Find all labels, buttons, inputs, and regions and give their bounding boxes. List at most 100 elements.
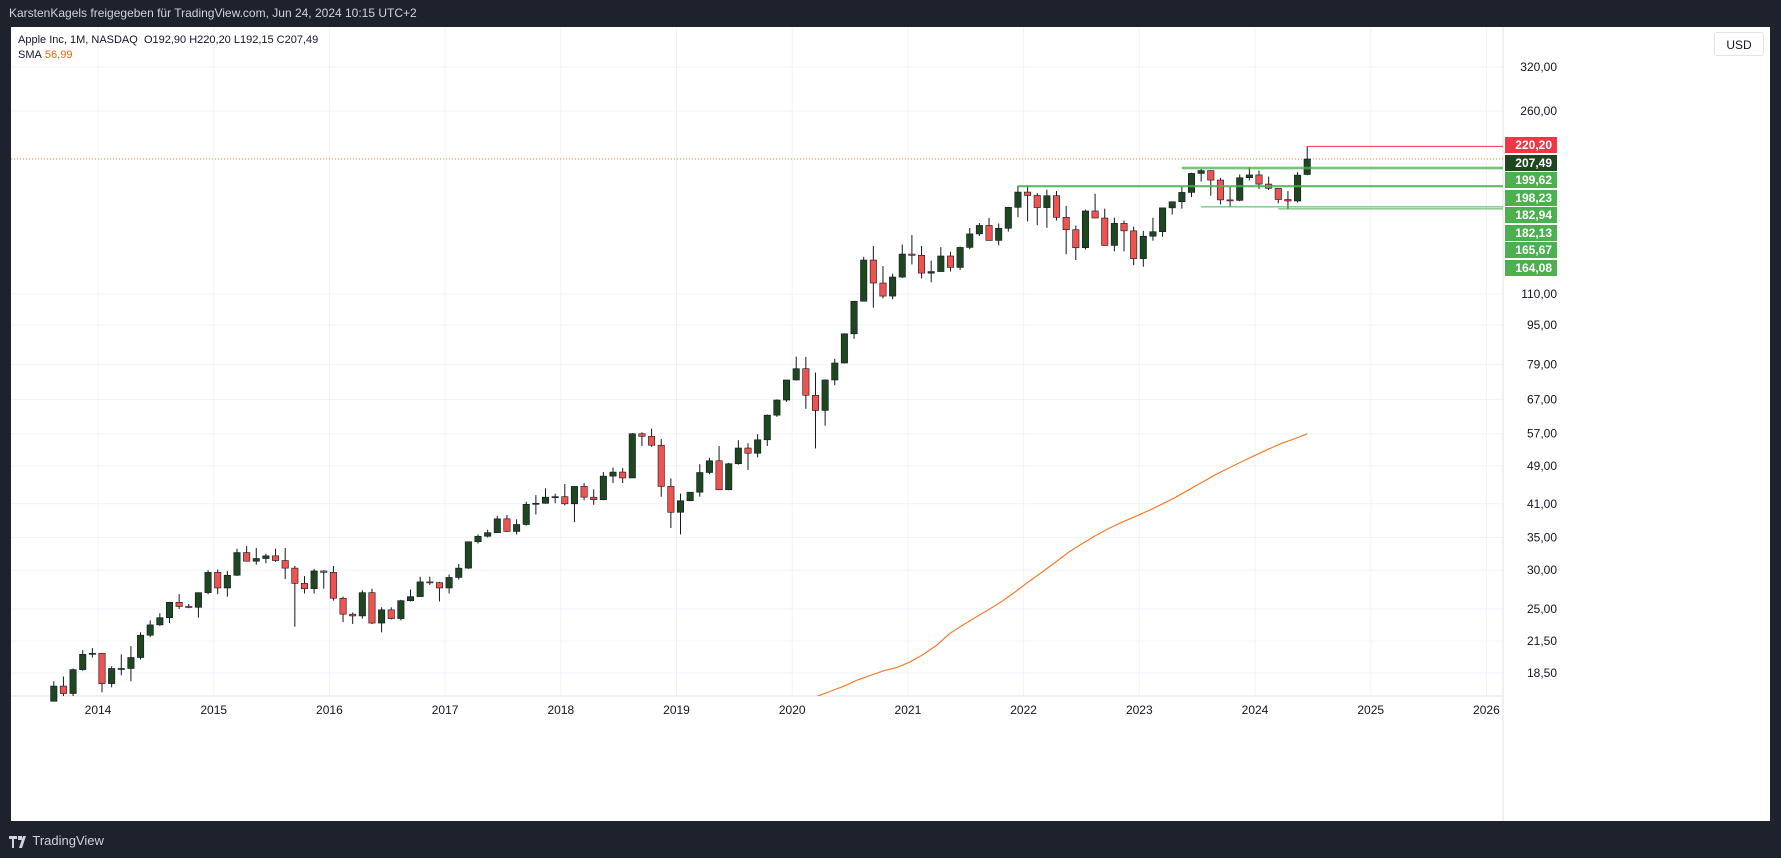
candle: [79, 650, 87, 671]
price-label-text: 164,08: [1515, 261, 1552, 275]
price-label-box: [1505, 155, 1557, 171]
candle: [975, 223, 983, 236]
candle-body-up: [474, 535, 482, 543]
candle: [1043, 189, 1051, 228]
candle: [821, 379, 829, 426]
price-tick-label: 67,00: [1527, 392, 1557, 406]
candle: [1004, 206, 1012, 232]
candle: [455, 563, 463, 580]
candle-body-up: [310, 570, 318, 590]
candle: [137, 632, 145, 660]
candle: [407, 589, 415, 602]
candle-body-up: [609, 471, 617, 477]
candle: [532, 495, 540, 515]
candle-body-up: [108, 668, 116, 684]
candle: [1274, 187, 1282, 204]
candle-body-down: [300, 583, 308, 590]
candle: [995, 223, 1003, 246]
time-tick-label: 2017: [432, 703, 459, 717]
candle-body-down: [1033, 195, 1041, 208]
candle-body-up: [397, 600, 405, 619]
candle: [194, 592, 202, 618]
price-labels: 220,20 207,49 199,62 198,23 182,94 182,13 165,…: [1505, 137, 1557, 276]
currency-button[interactable]: USD: [1714, 32, 1764, 56]
candle: [1303, 146, 1311, 176]
candle-body-up: [1043, 195, 1051, 208]
footer: TradingView: [0, 821, 1781, 858]
candle-body-up: [1178, 192, 1186, 203]
time-tick-label: 2015: [200, 703, 227, 717]
candle: [889, 273, 897, 300]
candle-body-down: [946, 255, 954, 268]
candle: [175, 594, 183, 609]
candle: [88, 648, 96, 658]
candle: [397, 599, 405, 621]
candle-body-down: [1101, 217, 1109, 246]
candle: [426, 576, 434, 585]
candle-body-up: [1294, 174, 1302, 202]
candle: [272, 548, 280, 562]
candle-body-up: [262, 555, 270, 559]
candle: [1168, 201, 1176, 215]
candle: [860, 256, 868, 302]
price-tick-label: 41,00: [1527, 497, 1557, 511]
price-label-box: [1505, 137, 1557, 153]
candle: [667, 478, 675, 528]
candle-body-up: [889, 276, 897, 297]
legend: Apple Inc, 1M, NASDAQ O192,90 H220,20 L1…: [18, 33, 318, 63]
time-tick-label: 2018: [547, 703, 574, 717]
time-tick-label: 2014: [85, 703, 112, 717]
candle-body-down: [1072, 229, 1080, 249]
candle: [117, 654, 125, 676]
candle-body-down: [657, 444, 665, 487]
candle-body-down: [1207, 170, 1215, 181]
sma-line: [816, 433, 1308, 696]
candle: [1236, 174, 1244, 202]
price-label-box: [1505, 172, 1557, 188]
candle-body-down: [1226, 199, 1234, 202]
price-tick-label: 18,50: [1527, 666, 1557, 680]
price-tick-label: 49,00: [1527, 459, 1557, 473]
candle-body-down: [59, 685, 67, 694]
candle-body-up: [1014, 191, 1022, 208]
price-label-box: [1505, 225, 1557, 241]
candle-body-up: [252, 558, 260, 562]
chart-pane[interactable]: 320,00 260,00 110,00 95,00 79,00 67,00 57,00 49…: [11, 27, 1770, 821]
candle-body-up: [937, 255, 945, 272]
candle: [1245, 167, 1253, 181]
price-tick-label: 35,00: [1527, 530, 1557, 544]
candle: [252, 548, 260, 565]
candle: [349, 612, 357, 624]
candle-body-down: [744, 447, 752, 454]
candle-body-up: [1004, 207, 1012, 229]
candle: [474, 534, 482, 544]
candle: [1120, 220, 1128, 252]
candle-body-down: [272, 555, 280, 561]
candle: [1197, 168, 1205, 182]
price-label-text: 199,62: [1515, 173, 1552, 187]
tradingview-logo[interactable]: TradingView: [9, 833, 104, 848]
candle-body-up: [763, 414, 771, 441]
candle: [1188, 172, 1196, 198]
candle: [773, 399, 781, 417]
price-label: 165,67: [1505, 242, 1557, 258]
candle-body-up: [783, 379, 791, 401]
candle-body-up: [79, 654, 87, 670]
legend-symbol: Apple Inc, 1M, NASDAQ: [18, 34, 138, 46]
sma-series: [816, 433, 1308, 696]
time-tick-label: 2023: [1126, 703, 1153, 717]
candle-body-up: [1081, 210, 1089, 249]
candle-body-up: [358, 592, 366, 617]
candle-body-down: [908, 253, 916, 256]
candle: [783, 379, 791, 402]
candle: [1294, 172, 1302, 203]
candle-body-up: [1236, 177, 1244, 201]
candle-body-down: [387, 609, 395, 619]
candle-body-down: [1053, 195, 1061, 218]
price-label: 182,13: [1505, 225, 1557, 241]
candlestick-chart[interactable]: 320,00 260,00 110,00 95,00 79,00 67,00 57,00 49…: [11, 27, 1770, 821]
candle: [985, 217, 993, 241]
candle: [840, 333, 848, 364]
price-label: 198,23: [1505, 190, 1557, 206]
candle-body-up: [831, 362, 839, 381]
